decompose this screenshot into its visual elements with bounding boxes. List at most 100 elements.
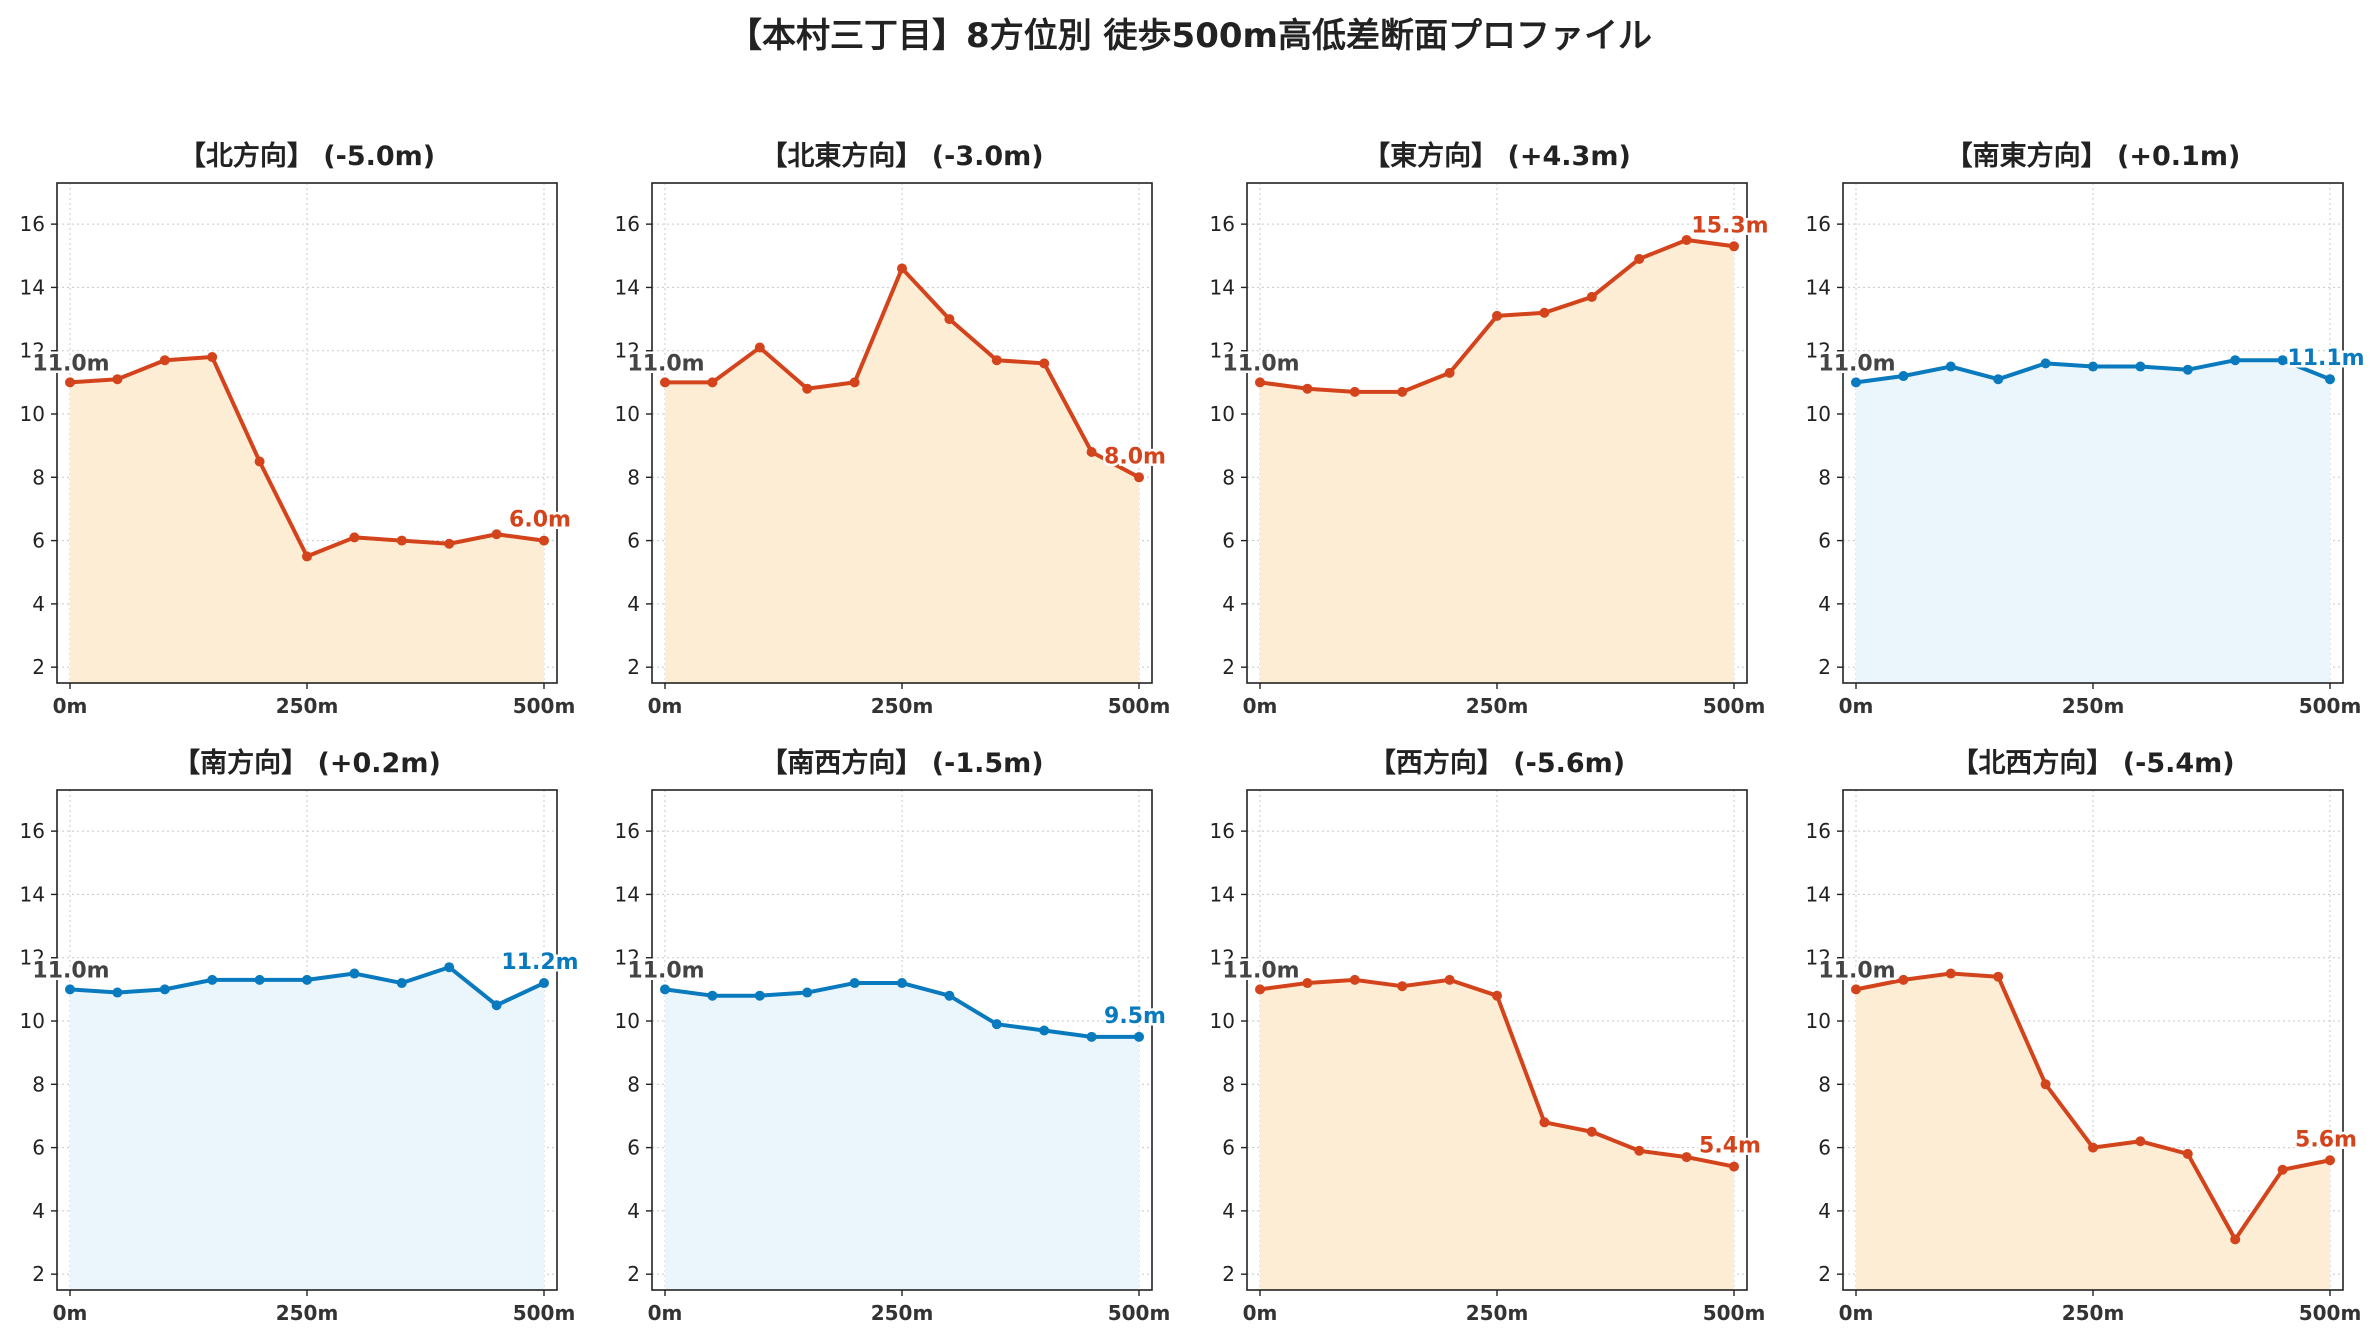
end-elevation-label: 11.2m (501, 950, 578, 975)
y-tick-label: 2 (32, 655, 45, 679)
chart-panel: 2 4 6 8 10 12 14 16 0m 250m 500m 【南西方向】 (-1.5m) 11.0… (615, 747, 1171, 1325)
data-point (1851, 984, 1861, 995)
data-point (2277, 355, 2288, 366)
y-tick-label: 16 (1806, 212, 1831, 236)
data-point (444, 962, 455, 973)
data-point (849, 978, 860, 989)
data-point (1444, 974, 1455, 985)
y-tick-label: 16 (1210, 212, 1235, 236)
y-tick-label: 12 (1210, 339, 1235, 363)
y-tick-label: 10 (20, 1009, 45, 1033)
start-elevation-label: 11.0m (1818, 351, 1895, 376)
y-tick-label: 2 (627, 1262, 640, 1286)
data-point (897, 978, 907, 989)
data-point (707, 377, 718, 388)
y-tick-label: 12 (615, 339, 640, 363)
data-point (1492, 990, 1502, 1001)
y-tick-label: 8 (1818, 465, 1831, 489)
y-tick-label: 6 (1818, 1136, 1831, 1160)
y-tick-label: 14 (615, 882, 640, 906)
x-tick-label: 0m (1243, 694, 1278, 718)
y-tick-label: 8 (1222, 1072, 1235, 1096)
x-tick-label: 500m (513, 1301, 576, 1325)
data-point (660, 984, 670, 995)
x-tick-label: 250m (276, 694, 339, 718)
data-point (991, 355, 1002, 366)
x-tick-label: 250m (1466, 1301, 1529, 1325)
data-point (1086, 1031, 1097, 1042)
data-point (1993, 971, 2004, 982)
elevation-area (70, 967, 544, 1290)
data-point (1397, 386, 1408, 397)
y-tick-label: 6 (627, 1136, 640, 1160)
data-point (254, 456, 265, 467)
data-point (1539, 307, 1550, 318)
y-tick-label: 2 (627, 655, 640, 679)
x-tick-label: 250m (871, 1301, 934, 1325)
elevation-area (1260, 239, 1734, 683)
data-point (1634, 1145, 1645, 1156)
y-tick-label: 10 (1210, 1009, 1235, 1033)
data-point (1898, 371, 1909, 382)
data-point (1539, 1117, 1550, 1128)
start-elevation-label: 11.0m (32, 351, 109, 376)
y-tick-label: 4 (627, 1199, 640, 1223)
y-tick-label: 8 (32, 465, 45, 489)
y-tick-label: 12 (20, 339, 45, 363)
data-point (1397, 981, 1408, 992)
data-point (1586, 291, 1597, 302)
y-tick-label: 14 (1806, 882, 1831, 906)
y-tick-label: 8 (1222, 465, 1235, 489)
data-point (2182, 1148, 2193, 1159)
data-point (254, 974, 265, 985)
y-tick-label: 8 (1818, 1072, 1831, 1096)
chart-panel: 2 4 6 8 10 12 14 16 0m 250m 500m 【北東方向】 (-3.0m) 11.0… (615, 140, 1171, 718)
data-point (112, 374, 123, 385)
end-elevation-label: 8.0m (1104, 444, 1166, 469)
data-point (1444, 367, 1455, 378)
y-tick-label: 2 (1818, 655, 1831, 679)
start-elevation-label: 11.0m (1818, 958, 1895, 983)
y-tick-label: 2 (32, 1262, 45, 1286)
data-point (2040, 1079, 2051, 1090)
chart-panel: 2 4 6 8 10 12 14 16 0m 250m 500m 【南東方向】 (+0.1m) 11.0… (1806, 140, 2368, 718)
y-tick-label: 12 (1210, 946, 1235, 970)
data-point (1255, 984, 1265, 995)
x-tick-label: 0m (648, 694, 683, 718)
data-point (2230, 355, 2241, 366)
data-point (1134, 472, 1144, 483)
x-tick-label: 250m (1466, 694, 1529, 718)
data-point (159, 355, 170, 366)
data-point (849, 377, 860, 388)
data-point (2088, 1142, 2098, 1153)
data-point (944, 990, 955, 1001)
y-tick-label: 2 (1222, 655, 1235, 679)
data-point (1302, 383, 1313, 394)
y-tick-label: 16 (1806, 819, 1831, 843)
data-point (396, 978, 407, 989)
data-point (1255, 377, 1265, 388)
end-elevation-label: 5.6m (2295, 1127, 2357, 1152)
x-tick-label: 0m (1839, 1301, 1874, 1325)
data-point (802, 383, 813, 394)
data-point (2182, 364, 2193, 375)
x-tick-label: 500m (2299, 694, 2362, 718)
elevation-area (1260, 979, 1734, 1290)
y-tick-label: 8 (627, 1072, 640, 1096)
end-elevation-label: 5.4m (1699, 1134, 1761, 1159)
end-elevation-label: 6.0m (509, 508, 571, 533)
panel-title: 【南方向】 (+0.2m) (173, 747, 441, 779)
y-tick-label: 14 (1210, 275, 1235, 299)
end-elevation-label: 11.1m (2287, 346, 2364, 371)
data-point (65, 377, 75, 388)
y-tick-label: 6 (1222, 529, 1235, 553)
elevation-area (665, 983, 1139, 1290)
y-tick-label: 16 (615, 212, 640, 236)
chart-panel: 2 4 6 8 10 12 14 16 0m 250m 500m 【北方向】 (-5.0m) 11.0m… (20, 140, 576, 718)
data-point (2135, 361, 2146, 372)
y-tick-label: 6 (32, 529, 45, 553)
x-tick-label: 500m (1703, 694, 1766, 718)
y-tick-label: 10 (20, 402, 45, 426)
y-tick-label: 8 (32, 1072, 45, 1096)
